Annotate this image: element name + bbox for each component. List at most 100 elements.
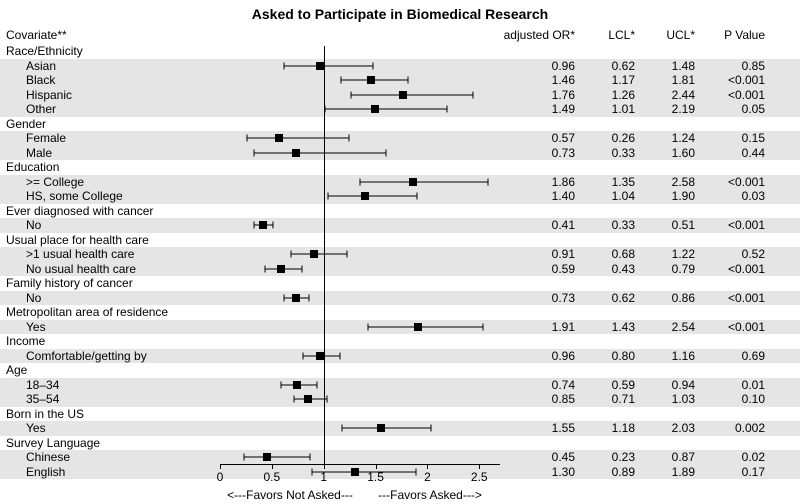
ci-cap-right — [473, 91, 474, 98]
value-lcl: 1.35 — [585, 175, 645, 189]
row-plot-cell — [220, 305, 500, 320]
value-p: 0.03 — [705, 189, 775, 203]
value-ucl: 0.87 — [645, 450, 705, 464]
group-header-row: Education — [0, 160, 800, 175]
ci-cap-left — [254, 222, 255, 229]
value-ucl: 1.81 — [645, 73, 705, 87]
value-ucl: 2.58 — [645, 175, 705, 189]
group-label: Gender — [0, 117, 220, 131]
ci-cap-left — [264, 265, 265, 272]
ci-line — [244, 457, 310, 458]
row-plot-cell — [220, 189, 500, 204]
value-ucl: 2.54 — [645, 320, 705, 334]
forest-rows: Race/EthnicityAsian0.960.621.480.85Black… — [0, 44, 800, 479]
value-ucl: 0.86 — [645, 291, 705, 305]
value-lcl: 0.26 — [585, 131, 645, 145]
group-label: Metropolitan area of residence — [0, 305, 220, 319]
value-p: 0.01 — [705, 378, 775, 392]
value-ucl: 0.79 — [645, 262, 705, 276]
value-p: 0.05 — [705, 102, 775, 116]
value-or: 0.45 — [500, 450, 585, 464]
ci-cap-left — [243, 454, 244, 461]
value-or: 1.46 — [500, 73, 585, 87]
group-header-row: Income — [0, 334, 800, 349]
ci-cap-left — [341, 77, 342, 84]
header-covariate: Covariate** — [0, 28, 220, 42]
row-plot-cell — [220, 421, 500, 436]
value-or: 1.91 — [500, 320, 585, 334]
row-plot-cell — [220, 320, 500, 335]
value-p: <0.001 — [705, 88, 775, 102]
value-lcl: 0.23 — [585, 450, 645, 464]
row-plot-cell — [220, 392, 500, 407]
value-lcl: 0.68 — [585, 247, 645, 261]
value-or: 0.73 — [500, 146, 585, 160]
header-or: adjusted OR* — [500, 28, 585, 42]
covariate-label: Asian — [0, 59, 220, 73]
value-ucl: 1.22 — [645, 247, 705, 261]
value-lcl: 1.17 — [585, 73, 645, 87]
ci-line — [360, 181, 488, 182]
group-header-row: Metropolitan area of residence — [0, 305, 800, 320]
value-p: 0.02 — [705, 450, 775, 464]
value-or: 0.91 — [500, 247, 585, 261]
data-row: 35–540.850.711.030.10 — [0, 392, 800, 407]
group-header-row: Gender — [0, 117, 800, 132]
data-row: HS, some College1.401.041.900.03 — [0, 189, 800, 204]
value-or: 0.73 — [500, 291, 585, 305]
value-or: 1.76 — [500, 88, 585, 102]
covariate-label: Other — [0, 102, 220, 116]
point-estimate-marker — [361, 192, 369, 200]
row-plot-cell — [220, 117, 500, 132]
ci-cap-right — [417, 193, 418, 200]
header-p: P Value — [705, 28, 775, 42]
axis-tick — [220, 464, 221, 469]
point-estimate-marker — [304, 395, 312, 403]
value-ucl: 2.19 — [645, 102, 705, 116]
ci-cap-right — [430, 425, 431, 432]
covariate-label: 35–54 — [0, 392, 220, 406]
value-lcl: 1.01 — [585, 102, 645, 116]
value-ucl: 2.03 — [645, 421, 705, 435]
row-plot-cell — [220, 73, 500, 88]
ci-cap-right — [348, 135, 349, 142]
data-row: Yes1.911.432.54<0.001 — [0, 320, 800, 335]
ci-cap-right — [272, 222, 273, 229]
covariate-label: No usual health care — [0, 262, 220, 276]
ci-cap-left — [360, 178, 361, 185]
row-plot-cell — [220, 218, 500, 233]
ci-cap-right — [301, 265, 302, 272]
value-or: 1.40 — [500, 189, 585, 203]
ci-cap-right — [487, 178, 488, 185]
row-plot-cell — [220, 334, 500, 349]
axis-tick-label: 2.5 — [471, 470, 488, 484]
covariate-label: HS, some College — [0, 189, 220, 203]
value-lcl: 0.62 — [585, 59, 645, 73]
ci-cap-right — [340, 352, 341, 359]
ci-cap-left — [368, 323, 369, 330]
ci-cap-right — [373, 62, 374, 69]
covariate-label: Hispanic — [0, 88, 220, 102]
value-lcl: 1.04 — [585, 189, 645, 203]
group-header-row: Family history of cancer — [0, 276, 800, 291]
row-plot-cell — [220, 88, 500, 103]
row-plot-cell — [220, 160, 500, 175]
point-estimate-marker — [277, 265, 285, 273]
ci-cap-right — [385, 149, 386, 156]
axis-tick-label: 1 — [320, 470, 327, 484]
value-ucl: 1.24 — [645, 131, 705, 145]
covariate-label: >= College — [0, 175, 220, 189]
axis-tick-label: 2 — [424, 470, 431, 484]
row-plot-cell — [220, 204, 500, 219]
value-or: 0.57 — [500, 131, 585, 145]
ci-cap-left — [284, 62, 285, 69]
value-ucl: 1.48 — [645, 59, 705, 73]
group-label: Survey Language — [0, 436, 220, 450]
group-label: Usual place for health care — [0, 233, 220, 247]
value-p: 0.85 — [705, 59, 775, 73]
ci-cap-left — [350, 91, 351, 98]
ci-cap-right — [309, 294, 310, 301]
value-p: 0.69 — [705, 349, 775, 363]
value-lcl: 0.33 — [585, 146, 645, 160]
value-lcl: 1.18 — [585, 421, 645, 435]
